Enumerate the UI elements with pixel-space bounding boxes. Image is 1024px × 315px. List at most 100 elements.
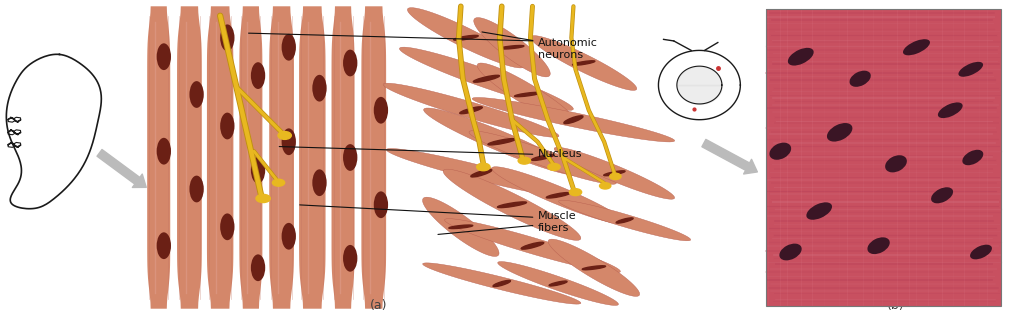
Ellipse shape xyxy=(343,144,357,171)
Ellipse shape xyxy=(251,255,265,281)
Text: (a): (a) xyxy=(370,299,388,312)
Ellipse shape xyxy=(189,81,204,108)
Polygon shape xyxy=(469,131,616,184)
Polygon shape xyxy=(424,108,580,175)
Bar xyxy=(766,9,1001,306)
Ellipse shape xyxy=(518,157,530,164)
Polygon shape xyxy=(477,63,578,126)
Ellipse shape xyxy=(220,25,234,51)
Ellipse shape xyxy=(572,61,595,65)
Ellipse shape xyxy=(258,195,268,202)
Ellipse shape xyxy=(282,223,296,249)
Ellipse shape xyxy=(374,191,388,218)
Ellipse shape xyxy=(280,133,290,138)
Text: Nucleus: Nucleus xyxy=(538,149,582,159)
Polygon shape xyxy=(147,6,170,309)
Polygon shape xyxy=(207,6,233,309)
Ellipse shape xyxy=(220,112,234,139)
Bar xyxy=(766,9,1001,306)
Ellipse shape xyxy=(583,266,605,270)
Polygon shape xyxy=(383,83,559,137)
Polygon shape xyxy=(423,197,499,256)
Ellipse shape xyxy=(521,242,544,249)
Polygon shape xyxy=(386,149,577,198)
Polygon shape xyxy=(492,167,625,224)
Polygon shape xyxy=(361,6,386,309)
Polygon shape xyxy=(269,6,294,309)
Ellipse shape xyxy=(460,107,482,114)
Ellipse shape xyxy=(885,155,907,172)
Ellipse shape xyxy=(569,189,582,196)
Ellipse shape xyxy=(564,116,583,123)
Polygon shape xyxy=(498,261,618,306)
Ellipse shape xyxy=(189,176,204,203)
Ellipse shape xyxy=(157,43,171,70)
Ellipse shape xyxy=(931,187,953,203)
Ellipse shape xyxy=(616,218,633,223)
Ellipse shape xyxy=(282,129,296,155)
Ellipse shape xyxy=(609,173,621,180)
Polygon shape xyxy=(474,18,550,77)
Polygon shape xyxy=(299,6,326,309)
Ellipse shape xyxy=(600,183,610,189)
Ellipse shape xyxy=(279,132,292,139)
Ellipse shape xyxy=(787,48,814,66)
Ellipse shape xyxy=(274,180,283,185)
Ellipse shape xyxy=(515,92,540,97)
Text: Muscle
fibers: Muscle fibers xyxy=(538,211,577,233)
Ellipse shape xyxy=(449,225,473,229)
Ellipse shape xyxy=(473,75,500,82)
Ellipse shape xyxy=(827,123,852,141)
Ellipse shape xyxy=(867,237,890,254)
Ellipse shape xyxy=(779,243,802,261)
Ellipse shape xyxy=(806,202,833,220)
Ellipse shape xyxy=(488,139,515,145)
Ellipse shape xyxy=(251,157,265,183)
Ellipse shape xyxy=(282,34,296,60)
Polygon shape xyxy=(443,169,581,240)
Ellipse shape xyxy=(604,171,625,176)
Ellipse shape xyxy=(500,45,524,49)
Ellipse shape xyxy=(476,163,489,171)
Polygon shape xyxy=(177,6,202,309)
Ellipse shape xyxy=(958,62,983,77)
Text: (b): (b) xyxy=(887,299,905,312)
Ellipse shape xyxy=(963,150,983,165)
Ellipse shape xyxy=(312,169,327,196)
Ellipse shape xyxy=(272,179,285,186)
Ellipse shape xyxy=(343,49,357,76)
Text: Autonomic
neurons: Autonomic neurons xyxy=(538,38,597,60)
Polygon shape xyxy=(472,98,675,142)
Ellipse shape xyxy=(251,62,265,89)
Ellipse shape xyxy=(157,138,171,164)
Ellipse shape xyxy=(548,163,560,170)
Polygon shape xyxy=(408,8,524,68)
Ellipse shape xyxy=(549,281,567,286)
Polygon shape xyxy=(548,239,640,296)
Ellipse shape xyxy=(531,155,554,160)
Ellipse shape xyxy=(850,71,870,87)
Ellipse shape xyxy=(471,169,492,177)
Ellipse shape xyxy=(454,35,478,40)
Polygon shape xyxy=(530,36,637,90)
Polygon shape xyxy=(558,200,690,241)
Ellipse shape xyxy=(547,192,569,198)
FancyArrowPatch shape xyxy=(97,150,146,187)
Ellipse shape xyxy=(970,245,992,259)
Ellipse shape xyxy=(343,245,357,272)
Polygon shape xyxy=(554,147,675,199)
Ellipse shape xyxy=(312,75,327,101)
Polygon shape xyxy=(332,6,354,309)
Polygon shape xyxy=(444,219,621,273)
Ellipse shape xyxy=(938,102,963,118)
FancyArrowPatch shape xyxy=(701,140,758,174)
Polygon shape xyxy=(240,6,262,309)
Ellipse shape xyxy=(498,202,526,208)
Ellipse shape xyxy=(769,143,792,160)
Ellipse shape xyxy=(256,194,270,203)
Ellipse shape xyxy=(157,232,171,259)
Polygon shape xyxy=(423,263,581,304)
Ellipse shape xyxy=(903,39,930,55)
Polygon shape xyxy=(399,47,573,110)
Ellipse shape xyxy=(374,97,388,123)
